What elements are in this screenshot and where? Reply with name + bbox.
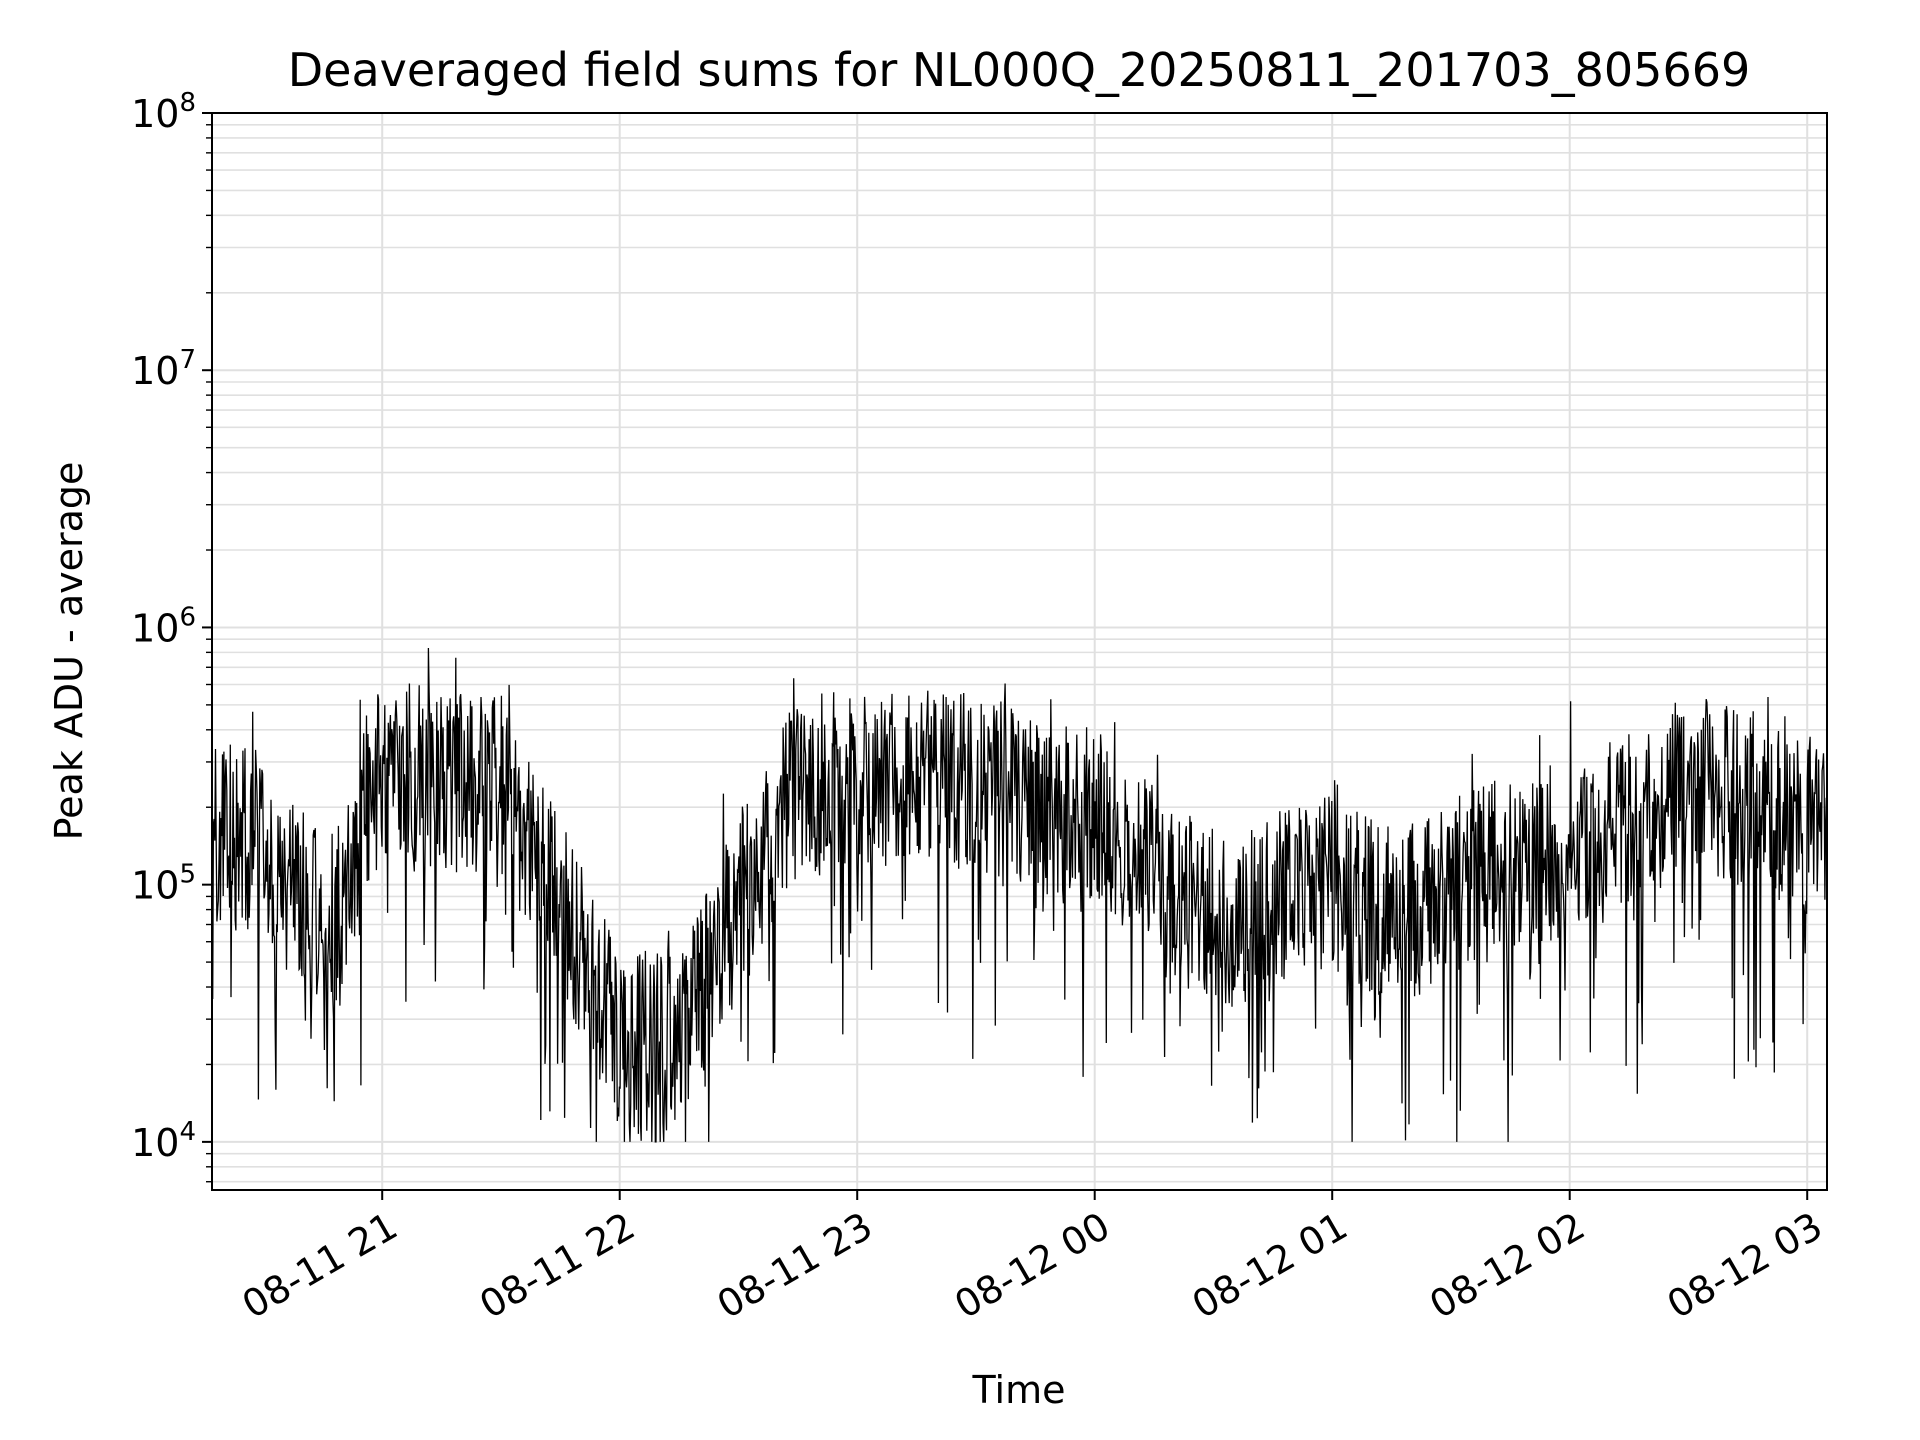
grid-layer — [212, 112, 1827, 1190]
x-tick-label: 08-12 01 — [1185, 1204, 1355, 1328]
x-axis-label: Time — [972, 1368, 1066, 1412]
y-tick-label: 104 — [131, 1117, 196, 1165]
x-tick-label: 08-11 21 — [235, 1204, 405, 1328]
y-axis: 104 105 106 107 108 — [131, 88, 212, 1183]
chart-title: Deaveraged field sums for NL000Q_2025081… — [288, 43, 1751, 97]
y-tick-label: 107 — [131, 345, 196, 393]
series-line-layer — [211, 647, 1828, 1143]
x-tick-label: 08-11 22 — [472, 1204, 642, 1328]
series-line — [211, 647, 1828, 1143]
x-tick-label: 08-12 00 — [947, 1204, 1117, 1328]
plot-frame — [211, 112, 1828, 1191]
y-tick-label: 105 — [131, 860, 196, 908]
x-tick-label: 08-12 03 — [1660, 1204, 1830, 1328]
x-tick-label: 08-12 02 — [1422, 1204, 1592, 1328]
y-tick-label: 108 — [131, 88, 196, 136]
x-axis: 08-11 21 08-11 22 08-11 23 08-12 00 08-12 01… — [235, 1190, 1830, 1327]
x-tick-label: 08-11 23 — [710, 1204, 880, 1328]
y-axis-label: Peak ADU - average — [47, 462, 91, 841]
y-tick-label: 106 — [131, 602, 196, 650]
